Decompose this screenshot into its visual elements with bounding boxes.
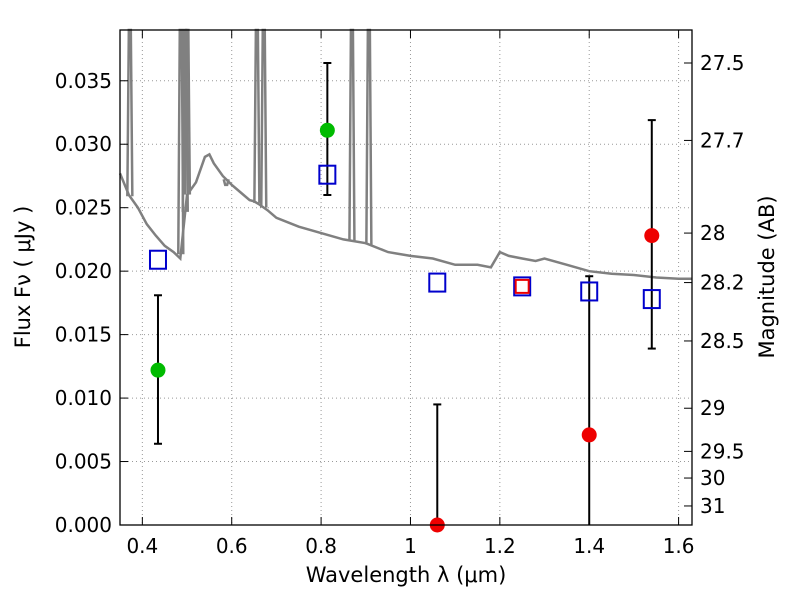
- emission-line: [127, 30, 132, 196]
- observed-point-nir: [644, 228, 659, 243]
- x-tick-label: 1: [404, 534, 417, 558]
- right-tick-label: 28.5: [700, 329, 745, 353]
- observed-point-nir: [582, 427, 597, 442]
- x-axis-title: Wavelength λ (μm): [306, 563, 507, 587]
- y-axis-title: Flux Fν ( μJy ): [11, 206, 35, 349]
- right-tick-label: 30: [700, 466, 725, 490]
- x-tick-label: 1.2: [484, 534, 516, 558]
- model-square: [429, 274, 445, 292]
- right-axis-title: Magnitude (AB): [755, 195, 779, 358]
- right-tick-label: 28: [700, 221, 725, 245]
- y-tick-label: 0.010: [55, 386, 112, 410]
- plot-frame: [120, 30, 692, 525]
- y-tick-label: 0.035: [55, 69, 112, 93]
- model-square: [150, 251, 166, 269]
- model-photometry: [150, 166, 660, 308]
- emission-line: [349, 30, 354, 241]
- y-tick-label: 0.020: [55, 259, 112, 283]
- right-tick-label: 31: [700, 494, 725, 518]
- y-tick-label: 0.000: [55, 513, 112, 537]
- x-tick-label: 0.4: [126, 534, 158, 558]
- y-tick-label: 0.030: [55, 132, 112, 156]
- observed-point-nir: [516, 280, 529, 293]
- template-spectrum: [120, 30, 692, 279]
- right-tick-label: 27.7: [700, 128, 745, 152]
- sed-chart: 0.4 0.6 0.8 1 1.2 1.4 1.6 0.000 0.005 0.010 0.015…: [0, 0, 800, 600]
- template-continuum: [120, 154, 692, 278]
- right-axis-ticks: 27.5 27.7 28 28.2 28.5 29 29.5 30 31: [684, 51, 745, 518]
- y-tick-label: 0.005: [55, 450, 112, 474]
- observed-point-optical: [320, 123, 335, 138]
- emission-line: [254, 30, 259, 203]
- right-tick-label: 29.5: [700, 439, 745, 463]
- emission-line: [261, 30, 266, 208]
- x-tick-label: 1.6: [663, 534, 695, 558]
- right-tick-label: 27.5: [700, 51, 745, 75]
- right-tick-label: 29: [700, 396, 725, 420]
- x-tick-label: 1.4: [573, 534, 605, 558]
- grid-lines: [120, 30, 692, 525]
- y-axis-ticks: 0.000 0.005 0.010 0.015 0.020 0.025 0.030 0.035: [55, 69, 128, 537]
- emission-line: [366, 30, 371, 244]
- x-tick-label: 0.6: [216, 534, 248, 558]
- y-tick-label: 0.025: [55, 196, 112, 220]
- y-tick-label: 0.015: [55, 323, 112, 347]
- observed-point-optical: [150, 363, 165, 378]
- right-tick-label: 28.2: [700, 271, 745, 295]
- x-tick-label: 0.8: [305, 534, 337, 558]
